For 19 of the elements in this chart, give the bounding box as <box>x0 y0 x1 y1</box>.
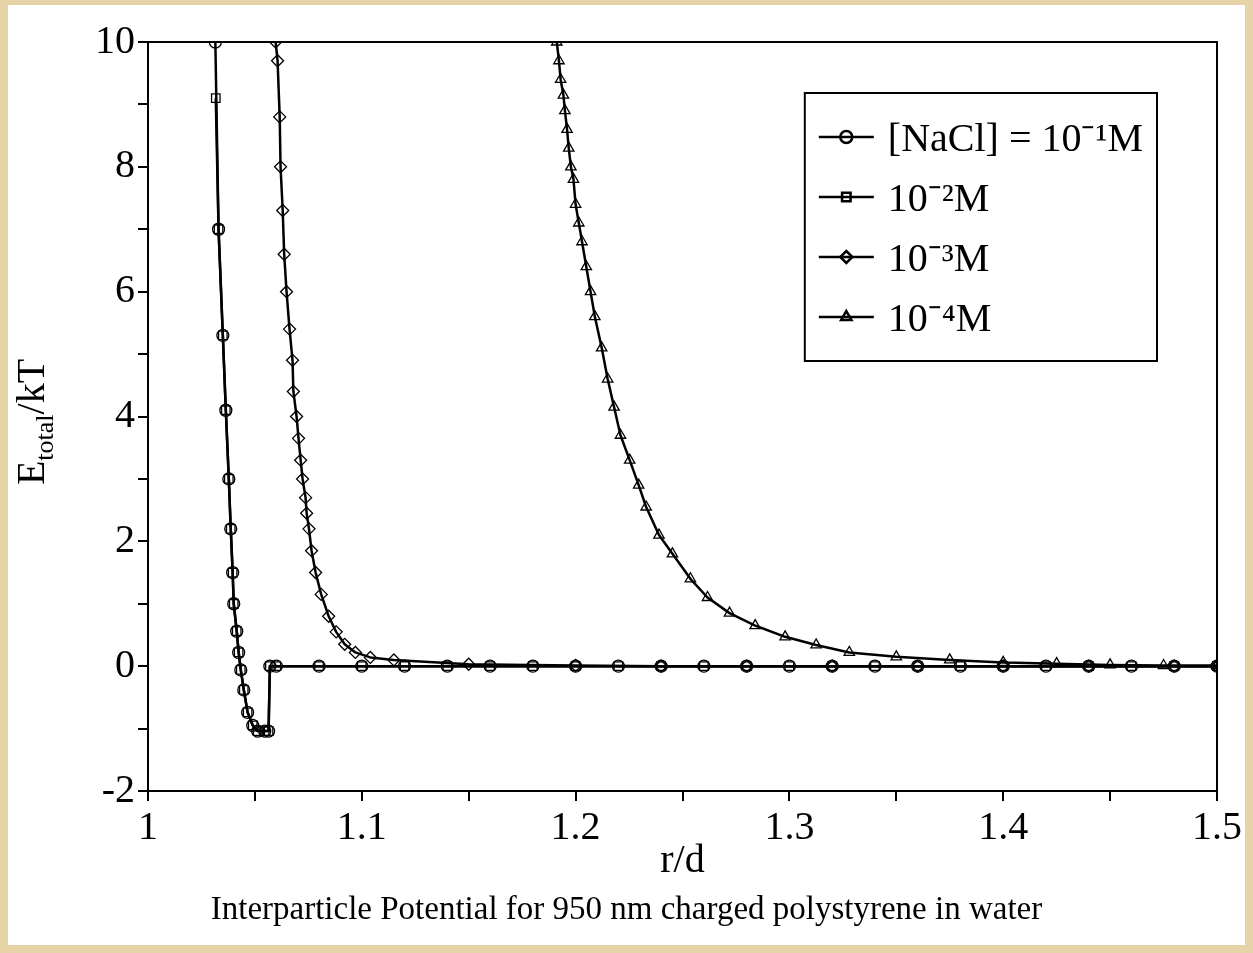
x-tick-label: 1.5 <box>1192 802 1242 848</box>
x-tick-label: 1.2 <box>550 802 601 848</box>
y-tick-label: 0 <box>115 640 135 686</box>
y-tick-label: 6 <box>115 266 135 312</box>
legend-label: 10⁻³M <box>887 234 990 280</box>
x-tick-label: 1.1 <box>336 802 387 848</box>
legend-label: 10⁻²M <box>887 174 990 220</box>
y-tick-label: 2 <box>115 515 135 561</box>
y-tick-label: -2 <box>101 765 135 811</box>
y-tick-label: 4 <box>115 391 135 436</box>
y-tick-label: 10 <box>95 16 135 62</box>
x-tick-label: 1.4 <box>978 802 1029 848</box>
y-tick-label: 8 <box>115 141 135 187</box>
legend-label: [NaCl] = 10⁻¹M <box>887 114 1144 160</box>
x-axis-title: r/d <box>660 835 705 881</box>
x-tick-label: 1 <box>138 802 158 848</box>
text: Interparticle Potential for 950 nm charged polystyrene in water <box>209 890 1044 927</box>
legend-label: 10⁻⁴M <box>887 294 992 340</box>
x-tick-label: 1.3 <box>764 802 815 848</box>
